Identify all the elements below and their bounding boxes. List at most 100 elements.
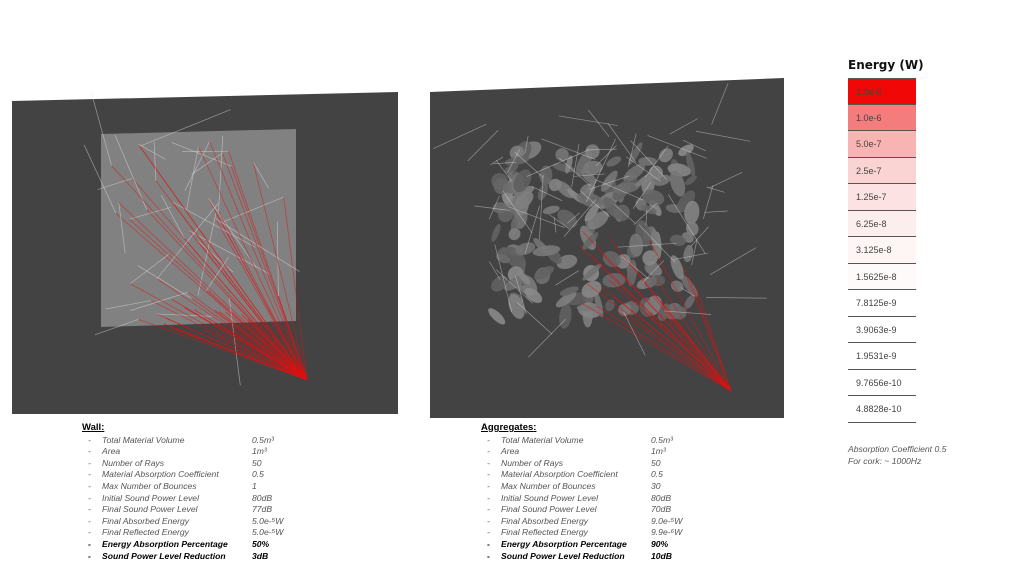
red-ray (198, 146, 308, 381)
property-row: - Total Material Volume 0.5m³ (82, 435, 283, 447)
property-value: 0.5m³ (651, 434, 673, 445)
wall-rays (83, 92, 308, 386)
property-value: 5.0e-⁵W (252, 527, 284, 538)
legend-swatch: 2.0e-6 (848, 78, 916, 105)
property-label: Area (501, 446, 520, 457)
legend-swatch: 7.8125e-9 (848, 290, 916, 317)
reflected-ray (630, 140, 667, 180)
red-ray (226, 328, 308, 381)
aggregate-particle (623, 163, 646, 182)
red-ray (156, 278, 308, 381)
reflected-ray (524, 205, 540, 254)
property-value: 3dB (252, 550, 269, 561)
bullet-dash: - (487, 515, 490, 526)
reflected-ray (130, 291, 189, 311)
reflected-ray (97, 178, 133, 190)
aggregate-particle (515, 242, 536, 256)
reflected-ray (541, 138, 596, 160)
property-value: 0.5 (651, 469, 663, 480)
bullet-dash: - (88, 446, 91, 457)
property-row: - Material Absorption Coefficient 0.5 (82, 469, 283, 481)
red-ray (656, 279, 732, 392)
aggregate-particle (642, 189, 665, 206)
property-label: Final Reflected Energy (501, 527, 588, 538)
reflected-ray (563, 199, 597, 237)
property-row: - Final Absorbed Energy 9.0e-⁵W (481, 516, 682, 528)
red-ray (225, 311, 308, 381)
aggregate-particle (582, 263, 602, 281)
reflected-ray (153, 141, 157, 181)
aggregate-particle (580, 183, 596, 195)
reflected-ray (647, 135, 707, 159)
wall-render-view[interactable] (12, 92, 398, 414)
reflected-ray (628, 133, 637, 167)
reflected-ray (114, 134, 148, 210)
property-value: 10dB (651, 550, 673, 561)
red-ray (165, 317, 308, 381)
aggregate-particle (504, 164, 519, 173)
reflected-ray (197, 240, 234, 273)
wall-properties: Wall: - Total Material Volume 0.5m³ - Area 1m… (82, 422, 283, 562)
red-ray (202, 329, 308, 381)
red-ray (222, 152, 308, 381)
reflected-ray (118, 202, 126, 254)
property-row: - Final Sound Power Level 70dB (481, 504, 682, 516)
legend-swatch: 5.0e-7 (848, 131, 916, 158)
property-label: Area (102, 446, 121, 457)
aggregate-particle (684, 294, 695, 309)
legend-swatch: 3.125e-8 (848, 237, 916, 264)
property-value: 0.5 (252, 469, 264, 480)
reflected-ray (711, 83, 729, 125)
reflected-ray (156, 313, 212, 317)
property-row: - Area 1m³ (82, 446, 283, 458)
aggregate-particle (627, 259, 637, 287)
legend-swatch: 3.9063e-9 (848, 316, 916, 343)
reflected-ray (489, 261, 501, 280)
legend-swatch: 1.25e-7 (848, 184, 916, 211)
aggregate-particle (628, 142, 643, 166)
aggregates-title: Aggregates: (481, 422, 537, 433)
aggregate-particle (629, 233, 644, 257)
aggregate-particle (542, 205, 560, 215)
property-row: - Final Reflected Energy 5.0e-⁵W (82, 527, 283, 539)
absorption-coefficient-text: Absorption Coefficient 0.5 (848, 444, 947, 454)
reflected-ray (516, 302, 553, 335)
wall-title: Wall: (82, 422, 105, 433)
reflected-ray (669, 118, 699, 135)
red-ray (191, 298, 308, 381)
property-row: - Material Absorption Coefficient 0.5 (481, 469, 682, 481)
reflected-ray (218, 135, 224, 212)
red-ray (209, 141, 308, 381)
aggregates-raytrace-diagram (430, 78, 784, 418)
reflected-ray (706, 186, 725, 193)
bullet-dash: - (88, 492, 91, 503)
legend-swatch: 6.25e-8 (848, 210, 916, 237)
aggregate-particle (565, 155, 573, 174)
reflected-ray (632, 182, 652, 209)
property-label: Number of Rays (501, 457, 564, 468)
reflected-ray (709, 247, 757, 276)
aggregate-particle (496, 254, 510, 264)
property-value: 1m³ (252, 446, 267, 457)
red-ray (118, 202, 308, 381)
aggregate-particle (594, 290, 604, 318)
property-value: 90% (651, 538, 669, 549)
reflected-ray (90, 92, 112, 166)
bullet-dash: - (88, 480, 91, 491)
aggregates-render-view[interactable] (428, 78, 786, 418)
aggregate-particle (602, 196, 622, 219)
reflected-ray (252, 162, 269, 189)
property-row: - Area 1m³ (481, 446, 682, 458)
aggregate-particle (600, 170, 618, 192)
bullet-dash: - (88, 469, 91, 480)
aggregate-particle (680, 274, 698, 297)
reflected-ray (704, 210, 728, 213)
aggregate-particle (585, 144, 600, 159)
reflected-ray (682, 139, 706, 152)
bullet-dash: - (487, 504, 490, 515)
property-label: Max Number of Bounces (501, 480, 596, 491)
red-ray (596, 305, 732, 392)
aggregate-particle (584, 204, 600, 222)
bullet-dash: - (487, 446, 490, 457)
reflected-ray (474, 205, 510, 211)
